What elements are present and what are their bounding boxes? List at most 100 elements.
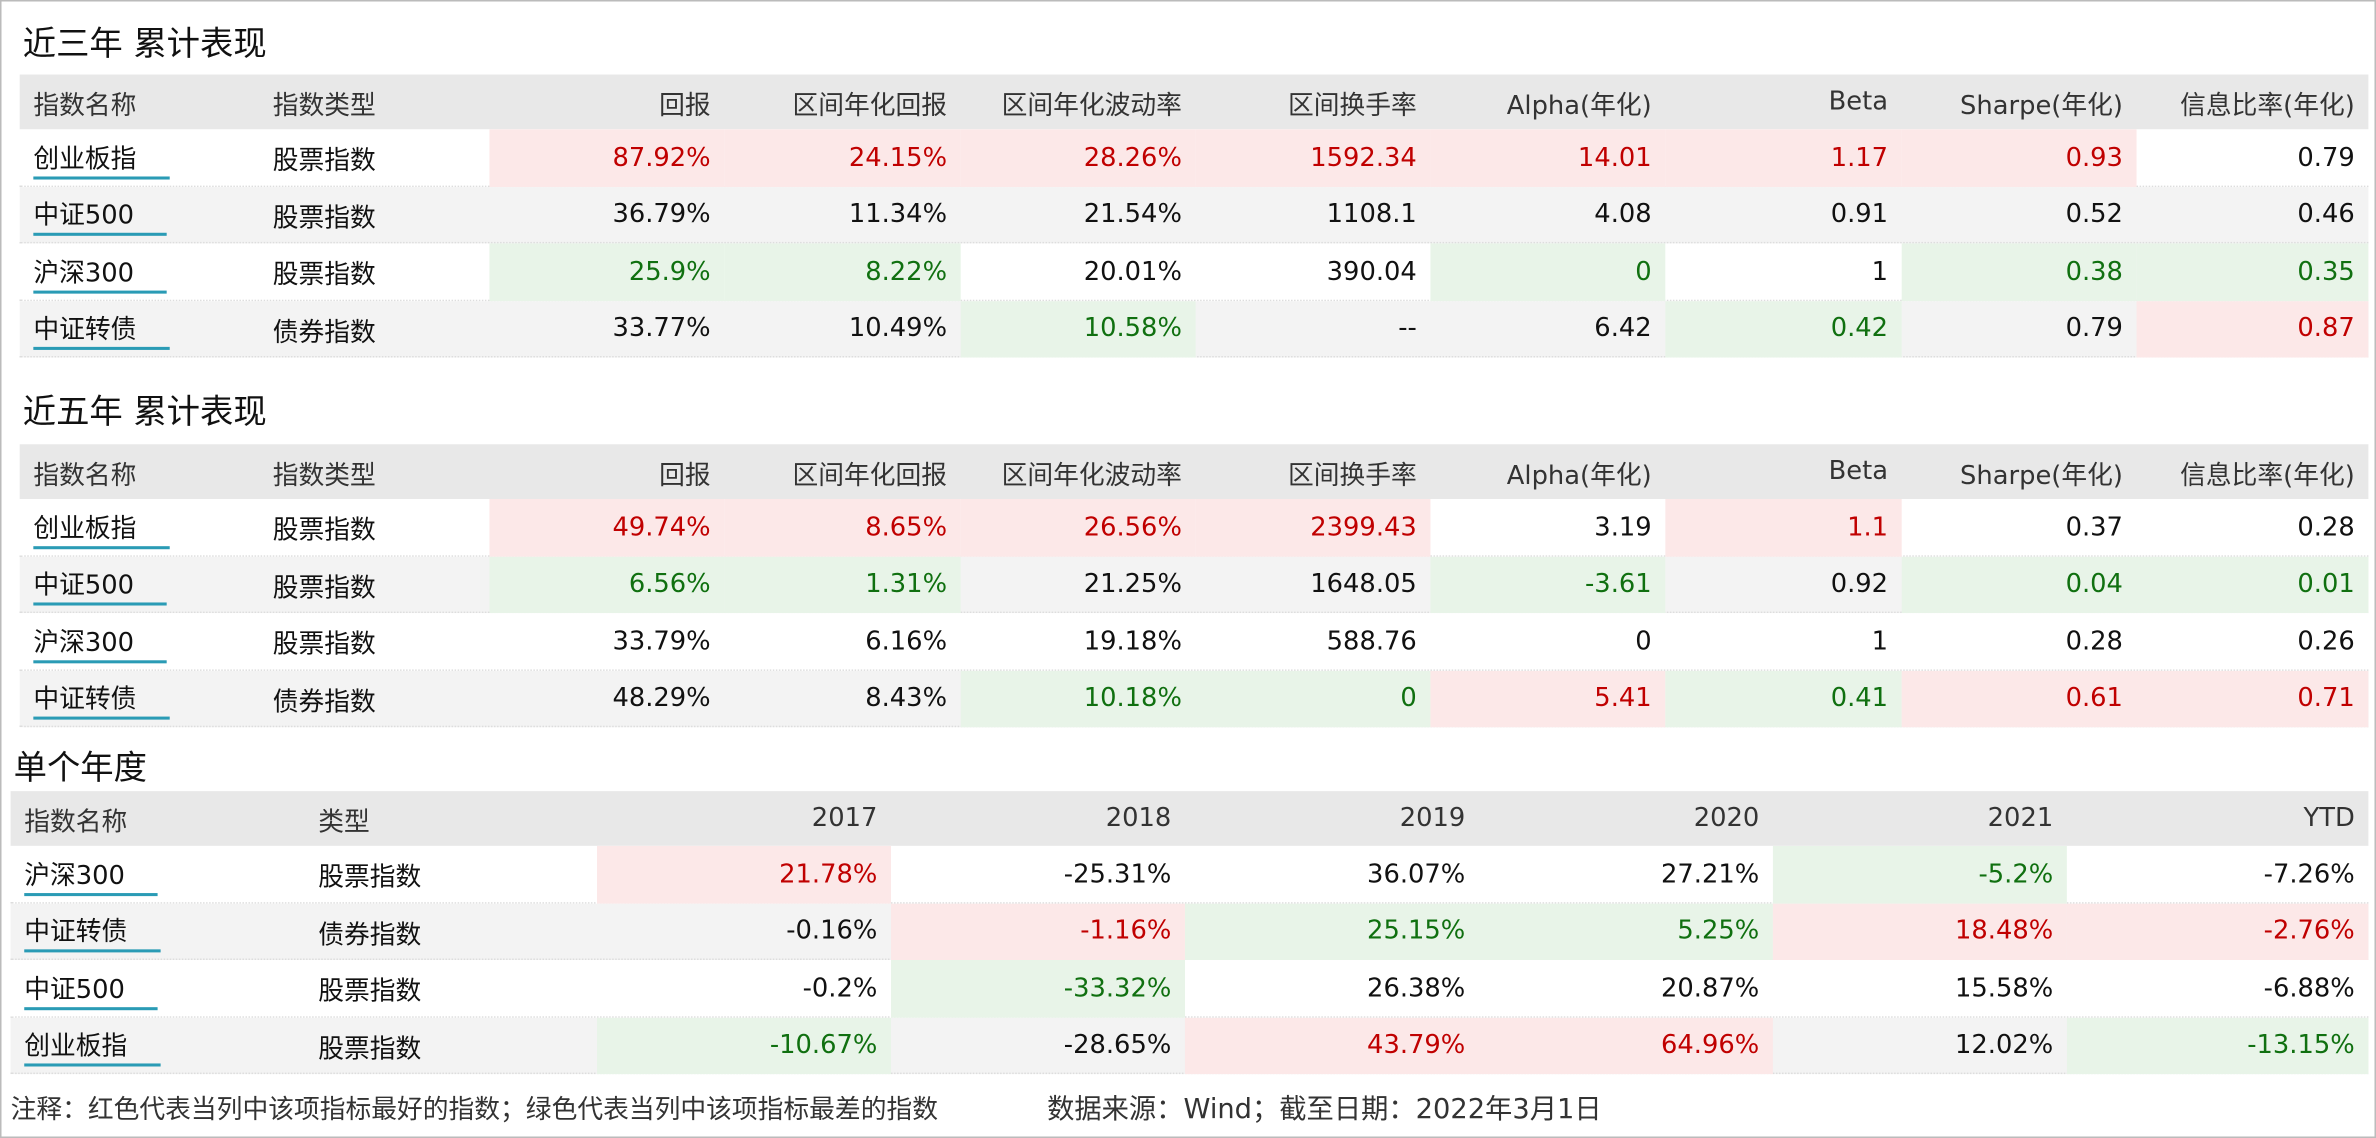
table-cell: 19.18% — [1083, 626, 1182, 657]
table-cell: 43.79% — [1184, 1017, 1479, 1075]
table-cell: 33.79% — [612, 626, 711, 657]
table-cell: 10.18% — [960, 670, 1196, 728]
table-cell: 10.58% — [960, 300, 1196, 358]
table-cell: -7.26% — [2263, 859, 2355, 890]
table-cell: 390.04 — [1326, 256, 1417, 288]
note-source: 数据来源：Wind；截至日期：2022年3月1日 — [1047, 1093, 1602, 1126]
section-title: 近五年 累计表现 — [22, 394, 267, 433]
table-cell: 0 — [1635, 626, 1652, 657]
column-header: 信息比率(年化) — [2180, 460, 2355, 491]
table-row — [10, 960, 2369, 1018]
column-header: 指数名称 — [33, 460, 137, 491]
table-cell: 股票指数 — [318, 863, 422, 894]
row-name: 中证500 — [33, 194, 168, 237]
table-cell: 8.65% — [724, 499, 961, 557]
column-header: Beta — [1828, 86, 1889, 118]
column-header: 区间年化回报 — [792, 90, 948, 121]
table-cell: 1.17 — [1665, 129, 1902, 187]
table-cell: 21.78% — [597, 845, 891, 903]
header-row — [10, 791, 2369, 846]
table-cell: 64.96% — [1478, 1017, 1773, 1075]
row-name-cell: 创业板指 — [11, 1017, 305, 1074]
table-cell: 0 — [1195, 670, 1431, 728]
column-header: Beta — [1828, 456, 1889, 487]
column-header: 指数类型 — [272, 460, 376, 491]
table-cell: 1.31% — [724, 556, 961, 614]
table-cell: 87.92% — [489, 129, 725, 187]
row-name-cell: 创业板指 — [20, 499, 259, 556]
table-cell: 48.29% — [612, 683, 711, 714]
table-cell: 0.46 — [2297, 199, 2355, 231]
column-header: 类型 — [318, 807, 370, 838]
section-title: 近三年 累计表现 — [22, 25, 267, 64]
column-header: Alpha(年化) — [1506, 460, 1652, 491]
table-cell: 1592.34 — [1195, 129, 1431, 187]
column-header: 区间换手率 — [1288, 460, 1417, 491]
table-cell: 0.28 — [2297, 512, 2355, 543]
table-cell: -28.65% — [1063, 1030, 1172, 1061]
table-cell: 债券指数 — [272, 687, 376, 718]
table-cell: 股票指数 — [272, 203, 376, 234]
table-cell: 36.07% — [1367, 859, 1466, 890]
table-cell: 20.87% — [1661, 973, 1760, 1004]
table-cell: 0.71 — [2136, 670, 2369, 728]
table-cell: 33.77% — [612, 313, 711, 345]
column-header: 2019 — [1399, 803, 1466, 834]
table-cell: -- — [1398, 313, 1417, 345]
column-header: 指数名称 — [33, 90, 137, 121]
column-header: 回报 — [659, 460, 711, 491]
row-name: 创业板指 — [24, 1024, 161, 1067]
row-name-cell: 中证500 — [20, 186, 259, 243]
row-name: 沪深300 — [33, 251, 168, 294]
table-cell: 0.92 — [1830, 569, 1889, 600]
table-cell: 1108.1 — [1326, 199, 1417, 231]
table-cell: 49.74% — [489, 499, 725, 557]
table-cell: 24.15% — [724, 129, 961, 187]
row-name-cell: 中证转债 — [11, 903, 305, 960]
table-cell: -2.76% — [2066, 902, 2369, 961]
table-cell: 0.91 — [1830, 199, 1889, 231]
table-cell: 28.26% — [960, 129, 1196, 187]
table-cell: -13.15% — [2066, 1017, 2369, 1075]
table-cell: 0.28 — [2065, 626, 2123, 657]
section-title: 单个年度 — [13, 750, 148, 789]
column-header: 2021 — [1987, 803, 2054, 834]
table-cell: 0.38 — [1901, 243, 2137, 301]
row-name-cell: 中证转债 — [20, 300, 259, 357]
table-cell: 26.38% — [1367, 973, 1466, 1004]
table-cell: 8.22% — [724, 243, 961, 301]
row-name: 中证转债 — [33, 677, 170, 721]
table-cell: 3.19 — [1594, 512, 1652, 543]
table-cell: 0.61 — [1901, 670, 2137, 728]
table-cell: 4.08 — [1594, 199, 1652, 231]
table-cell: 12.02% — [1954, 1030, 2054, 1061]
row-name-cell: 中证转债 — [20, 670, 259, 727]
table-cell: 2399.43 — [1195, 499, 1431, 557]
column-header: 指数类型 — [272, 90, 376, 121]
table-cell: 0.26 — [2297, 626, 2355, 657]
table-cell: 1648.05 — [1310, 569, 1417, 600]
table-cell: 1.1 — [1665, 499, 1902, 557]
row-name-cell: 中证500 — [11, 960, 305, 1017]
table-cell: 股票指数 — [318, 977, 422, 1008]
row-name: 中证转债 — [24, 910, 161, 953]
table-cell: -0.2% — [802, 973, 878, 1004]
table-cell: 0.79 — [2297, 142, 2355, 174]
table-cell: 0.93 — [1901, 129, 2137, 187]
table-cell: -1.16% — [890, 902, 1185, 961]
table-cell: 26.56% — [960, 499, 1196, 557]
column-header: 区间换手率 — [1288, 90, 1417, 121]
table-cell: 股票指数 — [272, 630, 376, 661]
column-header: 2020 — [1693, 803, 1760, 834]
table-cell: 股票指数 — [272, 516, 376, 547]
table-cell: 5.25% — [1478, 902, 1773, 961]
row-name-cell: 沪深300 — [20, 613, 259, 670]
row-name: 创业板指 — [33, 506, 170, 549]
table-cell: 0.42 — [1665, 300, 1902, 358]
column-header: 2017 — [811, 803, 878, 834]
row-name: 沪深300 — [24, 853, 159, 896]
table-cell: 0.37 — [2065, 512, 2123, 543]
table-cell: 21.25% — [1083, 569, 1182, 600]
row-name: 沪深300 — [33, 620, 168, 663]
table-cell: 0.35 — [2136, 243, 2369, 301]
